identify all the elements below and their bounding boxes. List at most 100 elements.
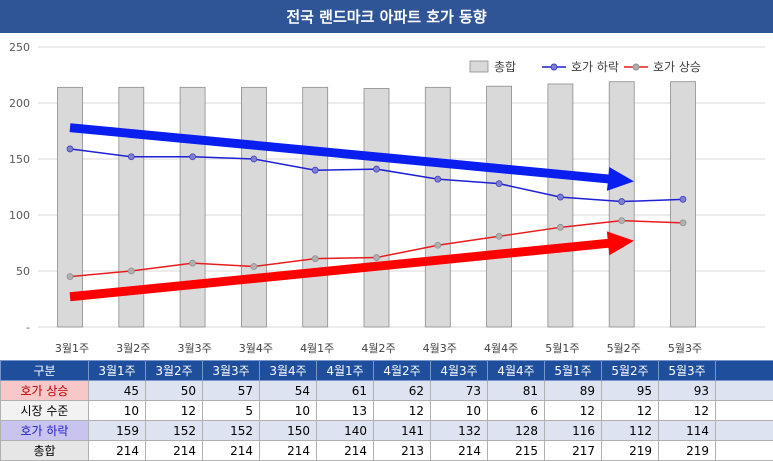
x-tick-label: 4월1주 xyxy=(300,342,334,355)
table-header-row: 구분 3월1주 3월2주 3월3주 3월4주 4월1주 4월2주 4월3주 4월… xyxy=(0,360,773,381)
x-tick-label: 3월1주 xyxy=(55,342,89,355)
fall-point xyxy=(618,198,626,205)
rise-point xyxy=(250,263,258,270)
table-spacer-header xyxy=(715,360,773,381)
legend-marker xyxy=(632,63,640,71)
table-col-header: 3월1주 xyxy=(88,360,146,381)
rise-point xyxy=(679,219,687,227)
table-row-label: 시장 수준 xyxy=(0,400,89,421)
table-row: 시장 수준 10 12 5 10 13 12 10 6 12 12 12 xyxy=(0,400,773,421)
y-tick-label: 250 xyxy=(9,41,30,54)
table-cell: 215 xyxy=(487,440,545,461)
table-col-header: 5월1주 xyxy=(544,360,602,381)
table-cell: 12 xyxy=(145,400,203,421)
table-cell: 152 xyxy=(145,420,203,441)
table-cell: 81 xyxy=(487,380,545,401)
table-col-header: 5월2주 xyxy=(601,360,659,381)
bar xyxy=(486,85,513,328)
table-cell: 114 xyxy=(658,420,716,441)
y-tick-label: 50 xyxy=(16,265,30,278)
table-row: 호가 상승 45 50 57 54 61 62 73 81 89 95 93 xyxy=(0,380,773,401)
table-cell: 112 xyxy=(601,420,659,441)
table-spacer-cell xyxy=(715,420,773,441)
table-cell: 95 xyxy=(601,380,659,401)
legend-bar-swatch xyxy=(469,60,489,73)
bar xyxy=(363,88,390,328)
table-cell: 219 xyxy=(658,440,716,461)
legend-label: 호가 상승 xyxy=(653,60,701,74)
data-table: 구분 3월1주 3월2주 3월3주 3월4주 4월1주 4월2주 4월3주 4월… xyxy=(0,360,773,461)
rise-point xyxy=(189,259,197,267)
fall-point xyxy=(679,195,687,203)
table-cell: 214 xyxy=(145,440,203,461)
y-tick-label: 150 xyxy=(9,153,30,166)
table-cell: 12 xyxy=(373,400,431,421)
table-cell: 73 xyxy=(430,380,488,401)
chart-title: 전국 랜드마크 아파트 호가 동향 xyxy=(0,0,773,33)
legend-label: 총합 xyxy=(494,60,516,74)
fall-point xyxy=(373,165,380,173)
table-cell: 12 xyxy=(658,400,716,421)
table-col-header: 4월4주 xyxy=(487,360,545,381)
rise-point xyxy=(557,223,564,231)
table-cell: 214 xyxy=(259,440,317,461)
table-col-header: 4월2주 xyxy=(373,360,431,381)
table-cell: 10 xyxy=(430,400,488,421)
table-col-header: 3월2주 xyxy=(145,360,203,381)
rise-point xyxy=(495,232,503,240)
table-cell: 45 xyxy=(88,380,146,401)
x-tick-label: 3월2주 xyxy=(116,342,150,355)
table-row: 총합 214 214 214 214 214 213 214 215 217 219 219 xyxy=(0,440,773,461)
table-cell: 128 xyxy=(487,420,545,441)
x-tick-label: 4월3주 xyxy=(423,342,457,355)
bar xyxy=(240,86,267,328)
x-tick-label: 5월1주 xyxy=(545,342,579,355)
table-cell: 214 xyxy=(316,440,374,461)
rise-point xyxy=(434,241,442,249)
table-cell: 219 xyxy=(601,440,659,461)
x-tick-label: 4월4주 xyxy=(484,342,518,355)
x-tick-label: 5월2주 xyxy=(607,342,641,355)
fall-point xyxy=(127,153,135,161)
table-cell: 50 xyxy=(145,380,203,401)
legend-label: 호가 하락 xyxy=(571,60,619,74)
table-row: 호가 하락 159 152 152 150 140 141 132 128 116 112 114 xyxy=(0,420,773,441)
fall-point xyxy=(66,145,74,153)
table-header-label: 구분 xyxy=(0,360,89,381)
legend-marker xyxy=(550,63,558,71)
bar xyxy=(302,86,329,328)
fall-point xyxy=(495,180,503,188)
table-col-header: 5월3주 xyxy=(658,360,716,381)
table-cell: 214 xyxy=(88,440,146,461)
table-cell: 214 xyxy=(430,440,488,461)
table-spacer-cell xyxy=(715,380,773,401)
bar xyxy=(179,86,206,328)
table-cell: 93 xyxy=(658,380,716,401)
fall-trend-arrow xyxy=(69,123,635,191)
fall-point xyxy=(557,193,564,201)
rise-point xyxy=(373,254,380,261)
rise-point xyxy=(66,273,74,281)
table-cell: 5 xyxy=(202,400,260,421)
y-tick-label: - xyxy=(26,321,30,334)
rise-trend-arrow xyxy=(69,231,635,302)
table-cell: 217 xyxy=(544,440,602,461)
y-tick-label: 200 xyxy=(9,97,30,110)
table-cell: 12 xyxy=(544,400,602,421)
table-cell: 54 xyxy=(259,380,317,401)
table-cell: 159 xyxy=(88,420,146,441)
table-cell: 10 xyxy=(88,400,146,421)
table-cell: 62 xyxy=(373,380,431,401)
bar xyxy=(57,86,83,328)
rise-point xyxy=(311,255,319,263)
rise-point xyxy=(127,267,135,275)
table-col-header: 4월1주 xyxy=(316,360,374,381)
fall-point xyxy=(434,175,442,183)
table-cell: 213 xyxy=(373,440,431,461)
rise-point xyxy=(618,217,626,225)
table-cell: 57 xyxy=(202,380,260,401)
table-cell: 89 xyxy=(544,380,602,401)
table-cell: 214 xyxy=(202,440,260,461)
table-col-header: 3월3주 xyxy=(202,360,260,381)
table-spacer-cell xyxy=(715,440,773,461)
